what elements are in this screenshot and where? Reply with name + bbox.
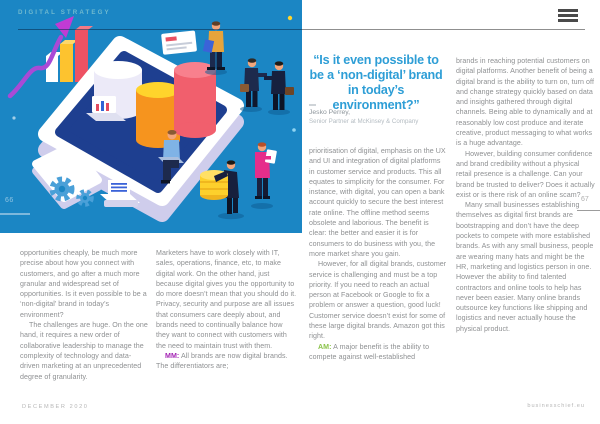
paragraph: opportunities cheaply, be much more prec… [20,249,147,319]
handshake-businessmen-figures [240,58,294,115]
header-rule-left [18,29,302,30]
walking-businessman-figure [202,21,227,75]
header-rule-right [302,29,585,30]
attribution-rule [309,104,316,106]
quote-author: Jesko Perrey, [309,109,351,116]
laptop-icon [86,96,126,121]
document-icon [161,30,197,55]
reading-man-figure [251,142,277,209]
paragraph: Many small businesses establishing thems… [456,201,594,333]
printer-icon [100,180,140,207]
paragraph: The challenges are huge. On the one hand… [20,321,148,381]
speaker-initials: AM: [318,342,332,351]
accent-dot [12,116,16,120]
paragraph: MM: All brands are now digital brands. T… [156,351,297,372]
page-number-right: 67 [581,196,589,203]
gear-icon [49,176,94,207]
page-number-rule-right [577,210,600,211]
accent-dot [292,128,296,132]
speaker-initials: MM: [165,351,180,360]
paragraph: AM: A major benefit is the ability to co… [309,342,447,363]
hamburger-menu-icon[interactable] [558,9,578,25]
body-column-4: brands in reaching potential customers o… [456,56,595,334]
paragraph: brands in reaching potential customers o… [456,57,594,148]
page-number-rule-left [0,213,30,215]
paragraph: prioritisation of digital, emphasis on t… [309,147,446,258]
paragraph: However, building consumer confidence an… [456,149,595,199]
paragraph-text: A major benefit is the ability to compet… [309,342,430,361]
body-column-2: Marketers have to work closely with IT, … [156,248,297,372]
footer-site-name: businesschief.eu [527,403,585,409]
accent-dot [287,15,293,21]
digital-strategy-illustration [0,0,302,233]
sitting-man-laptop-figure [158,130,184,184]
section-label: DIGITAL STRATEGY [18,9,111,16]
coin-carrier-figure [200,160,244,220]
body-column-3: prioritisation of digital, emphasis on t… [309,146,447,362]
paragraph-text: All brands are now digital brands. The d… [156,351,288,371]
paragraph: Marketers have to work closely with IT, … [156,249,297,350]
pull-quote: “Is it even possible to be a ‘non-digita… [309,53,443,112]
body-column-1: opportunities cheaply, be much more prec… [20,248,148,382]
page-number-left: 66 [5,197,14,204]
paragraph: However, for all digital brands, custome… [309,260,447,341]
quote-author-title: Senior Partner at McKinsey & Company [309,118,419,125]
footer-issue-date: DECEMBER 2020 [22,404,89,410]
